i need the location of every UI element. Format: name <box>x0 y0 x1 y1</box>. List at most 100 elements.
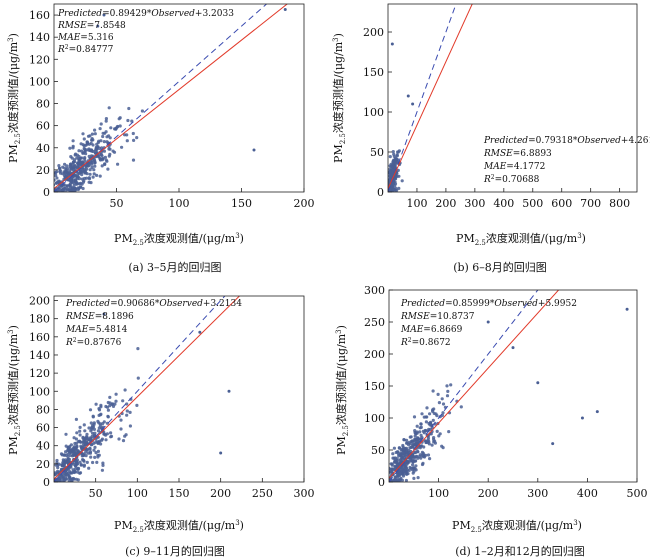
scatter-point <box>80 160 85 164</box>
x-tick-label: 300 <box>527 487 548 500</box>
scatter-point <box>68 184 72 188</box>
scatter-point <box>435 414 439 418</box>
y-tick-label: 150 <box>363 66 384 79</box>
y-axis-label: PM2.5浓度预测值/(μg/m3) <box>334 325 350 455</box>
scatter-point <box>65 184 69 188</box>
scatter-point <box>430 443 434 447</box>
scatter-point <box>391 456 395 460</box>
axis-ticks: 50 100 150 200 250 300 0 20 40 60 80 100 120 140 160 18… <box>29 295 315 500</box>
scatter-point <box>81 435 85 439</box>
x-tick-label: 500 <box>627 487 648 500</box>
scatter-point <box>50 480 53 483</box>
scatter-point <box>96 429 100 433</box>
scatter-point <box>426 440 430 445</box>
scatter-point <box>440 397 444 401</box>
scatter-point <box>385 466 388 469</box>
scatter-point <box>432 411 436 415</box>
scatter-point <box>119 418 123 422</box>
scatter-point <box>107 106 111 110</box>
scatter-point <box>413 442 417 447</box>
scatter-point <box>421 429 425 433</box>
scatter-point <box>117 117 121 121</box>
scatter-point <box>136 376 140 380</box>
scatter-point <box>396 474 400 478</box>
scatter-point <box>98 158 103 162</box>
scatter-point <box>100 164 104 168</box>
x-tick-label: 600 <box>551 197 572 210</box>
scatter-point <box>61 458 65 462</box>
scatter-point <box>68 477 72 481</box>
scatter-point <box>125 413 129 417</box>
scatter-point <box>424 415 428 419</box>
scatter-point <box>85 140 89 145</box>
scatter-point <box>125 409 129 413</box>
scatter-point <box>394 459 398 463</box>
scatter-point <box>80 173 84 177</box>
plot-area <box>50 295 305 483</box>
scatter-point <box>94 440 98 444</box>
scatter-point <box>68 453 72 457</box>
y-tick-label: 40 <box>36 142 50 155</box>
scatter-point <box>416 456 420 460</box>
scatter-point <box>81 458 85 462</box>
scatter-point <box>100 468 104 472</box>
x-tick-label: 100 <box>428 487 449 500</box>
scatter-point <box>67 446 71 450</box>
scatter-point <box>74 152 78 156</box>
scatter-point <box>84 454 88 458</box>
panel-caption: (a) 3–5月的回归图 <box>128 260 221 274</box>
scatter-point <box>93 164 97 168</box>
scatter-point <box>96 449 100 453</box>
x-tick-label: 200 <box>435 197 456 210</box>
scatter-point <box>419 433 423 437</box>
scatter-point <box>106 415 110 419</box>
axis-ticks: 100 200 300 400 500 0 50 100 150 200 250 300 <box>364 284 648 500</box>
scatter-point <box>55 176 59 180</box>
y-tick-label: 300 <box>364 284 385 297</box>
y-tick-label: 100 <box>29 75 50 88</box>
scatter-point <box>90 165 94 169</box>
scatter-point <box>60 464 64 468</box>
scatter-point <box>83 442 88 446</box>
x-tick-label: 50 <box>89 487 103 500</box>
scatter-point <box>580 416 584 420</box>
y-axis-label: PM2.5浓度预测值/(μg/m3) <box>6 33 22 163</box>
y-tick-label: 60 <box>36 120 50 133</box>
scatter-point <box>388 155 392 159</box>
scatter-point <box>63 166 67 170</box>
scatter-point <box>50 176 53 179</box>
scatter-point <box>411 463 415 467</box>
scatter-point <box>391 473 395 477</box>
scatter-point <box>91 138 95 142</box>
scatter-point <box>198 330 202 334</box>
scatter-point <box>128 410 132 414</box>
scatter-point <box>438 432 442 436</box>
identity-line <box>388 4 457 192</box>
scatter-point <box>402 438 406 442</box>
scatter-point <box>73 163 77 168</box>
x-tick-label: 100 <box>169 197 190 210</box>
scatter-point <box>411 471 415 475</box>
scatter-point <box>109 431 113 435</box>
annotation-mae: MAE=4.1772 <box>483 162 545 172</box>
y-tick-label: 120 <box>29 53 50 66</box>
scatter-point <box>459 405 463 409</box>
scatter-point <box>120 145 124 149</box>
scatter-point <box>89 429 93 433</box>
scatter-point <box>125 402 129 406</box>
scatter-point <box>70 479 74 482</box>
scatter-point <box>74 417 78 421</box>
scatter-point <box>63 473 67 477</box>
panel-c: PM2.5浓度观测值/(μg/m3) PM2.5浓度预测值/(μg/m3) (c… <box>6 295 315 558</box>
scatter-point <box>398 478 402 482</box>
scatter-point <box>78 429 82 433</box>
scatter-point <box>396 150 400 154</box>
scatter-point <box>70 156 74 160</box>
x-tick-label: 250 <box>252 487 273 500</box>
scatter-point <box>406 94 410 98</box>
scatter-point <box>397 454 401 458</box>
x-tick-label: 100 <box>406 197 427 210</box>
scatter-point <box>78 425 82 429</box>
scatter-point <box>432 440 436 444</box>
x-tick-label: 400 <box>493 197 514 210</box>
